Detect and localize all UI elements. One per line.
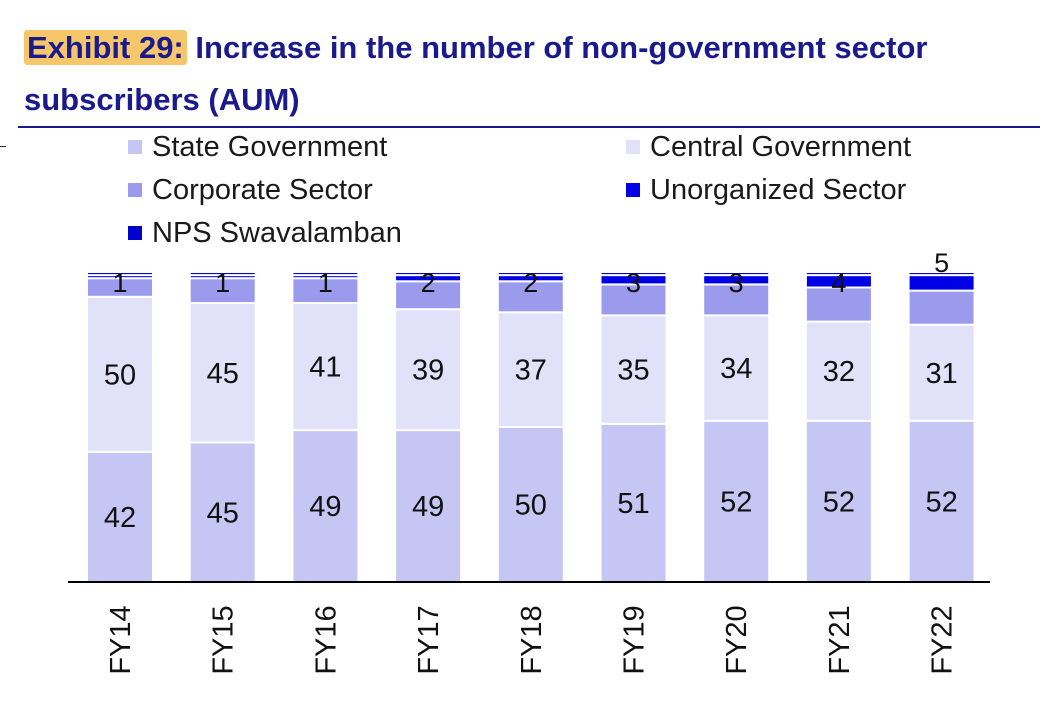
- bar-segment-corporate-sector-fy22: [907, 289, 976, 326]
- edge-mark: [0, 146, 6, 147]
- bar-segment-nps-swavalamban-fy18: [496, 271, 565, 277]
- exhibit-label: Exhibit 29:: [24, 30, 187, 65]
- chart-title: Exhibit 29: Increase in the number of no…: [24, 22, 1054, 126]
- bar-segment-nps-swavalamban-fy19: [599, 271, 668, 277]
- data-label-central-government-fy14: 50: [104, 359, 136, 391]
- bar-segment-central-government-fy22: [907, 323, 976, 422]
- title-divider: [18, 126, 1040, 128]
- legend-label-corporate-sector: Corporate Sector: [152, 174, 373, 206]
- data-label-central-government-fy21: 32: [823, 356, 855, 388]
- legend-swatch-unorganized-sector: [626, 183, 640, 197]
- bar-segment-central-government-fy18: [496, 311, 565, 428]
- title-text: Increase in the number of non-government…: [24, 30, 928, 117]
- legend-swatch-central-government: [626, 140, 640, 154]
- data-label-state-government-fy20: 52: [720, 486, 752, 518]
- x-tick-label-fy16: FY16: [310, 605, 342, 674]
- bar-segment-central-government-fy19: [599, 314, 668, 425]
- data-label-unorganized-sector-fy20: 3: [729, 268, 744, 298]
- bar-segment-state-government-fy18: [496, 426, 565, 583]
- data-label-state-government-fy16: 49: [309, 491, 341, 523]
- bar-segment-corporate-sector-fy19: [599, 283, 668, 317]
- x-tick-label-fy22: FY22: [927, 605, 959, 674]
- data-label-state-government-fy19: 51: [617, 488, 649, 520]
- data-label-state-government-fy18: 50: [515, 490, 547, 522]
- bar-segment-state-government-fy21: [804, 419, 873, 583]
- data-label-state-government-fy22: 52: [925, 486, 957, 518]
- legend-central-government: Central Government: [626, 130, 911, 164]
- legend-swatch-state-government: [128, 140, 142, 154]
- bar-segment-nps-swavalamban-fy21: [804, 271, 873, 277]
- legend-corporate-sector: Corporate Sector: [128, 173, 373, 207]
- bar-segment-central-government-fy16: [291, 302, 360, 432]
- bar-segment-nps-swavalamban-fy20: [702, 271, 771, 277]
- x-tick-label-fy17: FY17: [413, 605, 445, 674]
- bar-segment-central-government-fy21: [804, 320, 873, 422]
- bar-segment-central-government-fy15: [188, 302, 257, 444]
- x-tick-label-fy20: FY20: [721, 605, 753, 674]
- data-label-central-government-fy15: 45: [207, 358, 239, 390]
- data-label-state-government-fy21: 52: [823, 486, 855, 518]
- data-label-unorganized-sector-fy15: 1: [215, 268, 230, 298]
- data-label-unorganized-sector-fy21: 4: [831, 268, 846, 298]
- legend-label-nps-swavalamban: NPS Swavalamban: [152, 217, 402, 249]
- legend-state-government: State Government: [128, 130, 387, 164]
- bar-segment-state-government-fy14: [86, 450, 154, 583]
- x-tick-label-fy21: FY21: [824, 605, 856, 674]
- data-label-unorganized-sector-fy14: 1: [112, 268, 127, 298]
- data-label-unorganized-sector-fy19: 3: [626, 268, 641, 298]
- data-label-central-government-fy19: 35: [617, 355, 649, 387]
- x-tick-label-fy18: FY18: [516, 605, 548, 674]
- x-tick-label-fy19: FY19: [619, 605, 651, 674]
- data-label-unorganized-sector-fy18: 2: [523, 268, 538, 298]
- data-label-unorganized-sector-fy17: 2: [421, 268, 436, 298]
- legend-label-central-government: Central Government: [650, 131, 912, 163]
- bar-segment-nps-swavalamban-fy15: [188, 271, 257, 277]
- bar-segment-state-government-fy20: [702, 419, 771, 583]
- bar-segment-nps-swavalamban-fy14: [86, 271, 154, 277]
- bar-segment-nps-swavalamban-fy16: [291, 271, 360, 277]
- data-label-central-government-fy16: 41: [309, 352, 341, 384]
- legend-swatch-nps-swavalamban: [128, 226, 142, 240]
- legend-nps-swavalamban: NPS Swavalamban: [128, 216, 402, 250]
- legend-label-unorganized-sector: Unorganized Sector: [650, 174, 907, 206]
- legend-swatch-corporate-sector: [128, 183, 142, 197]
- data-label-state-government-fy17: 49: [412, 491, 444, 523]
- bar-segment-corporate-sector-fy15: [188, 277, 257, 305]
- legend-label-state-government: State Government: [152, 131, 388, 163]
- bar-segment-nps-swavalamban-fy22: [907, 271, 976, 277]
- data-label-state-government-fy14: 42: [104, 502, 136, 534]
- x-tick-label-fy14: FY14: [105, 605, 137, 674]
- data-label-unorganized-sector-fy16: 1: [318, 268, 333, 298]
- x-tick-label-fy15: FY15: [208, 605, 240, 674]
- bar-segment-state-government-fy15: [188, 441, 257, 583]
- data-label-unorganized-sector-fy22: 5: [934, 248, 949, 278]
- data-label-state-government-fy15: 45: [207, 497, 239, 529]
- bar-segment-state-government-fy19: [599, 422, 668, 583]
- data-label-central-government-fy18: 37: [515, 355, 547, 387]
- bar-segment-nps-swavalamban-fy17: [394, 271, 463, 277]
- bar-segment-corporate-sector-fy16: [291, 277, 360, 305]
- data-label-central-government-fy17: 39: [412, 355, 444, 387]
- data-label-central-government-fy20: 34: [720, 353, 752, 385]
- bar-segment-central-government-fy14: [86, 295, 154, 453]
- data-label-central-government-fy22: 31: [925, 358, 957, 390]
- legend-unorganized-sector: Unorganized Sector: [626, 173, 906, 207]
